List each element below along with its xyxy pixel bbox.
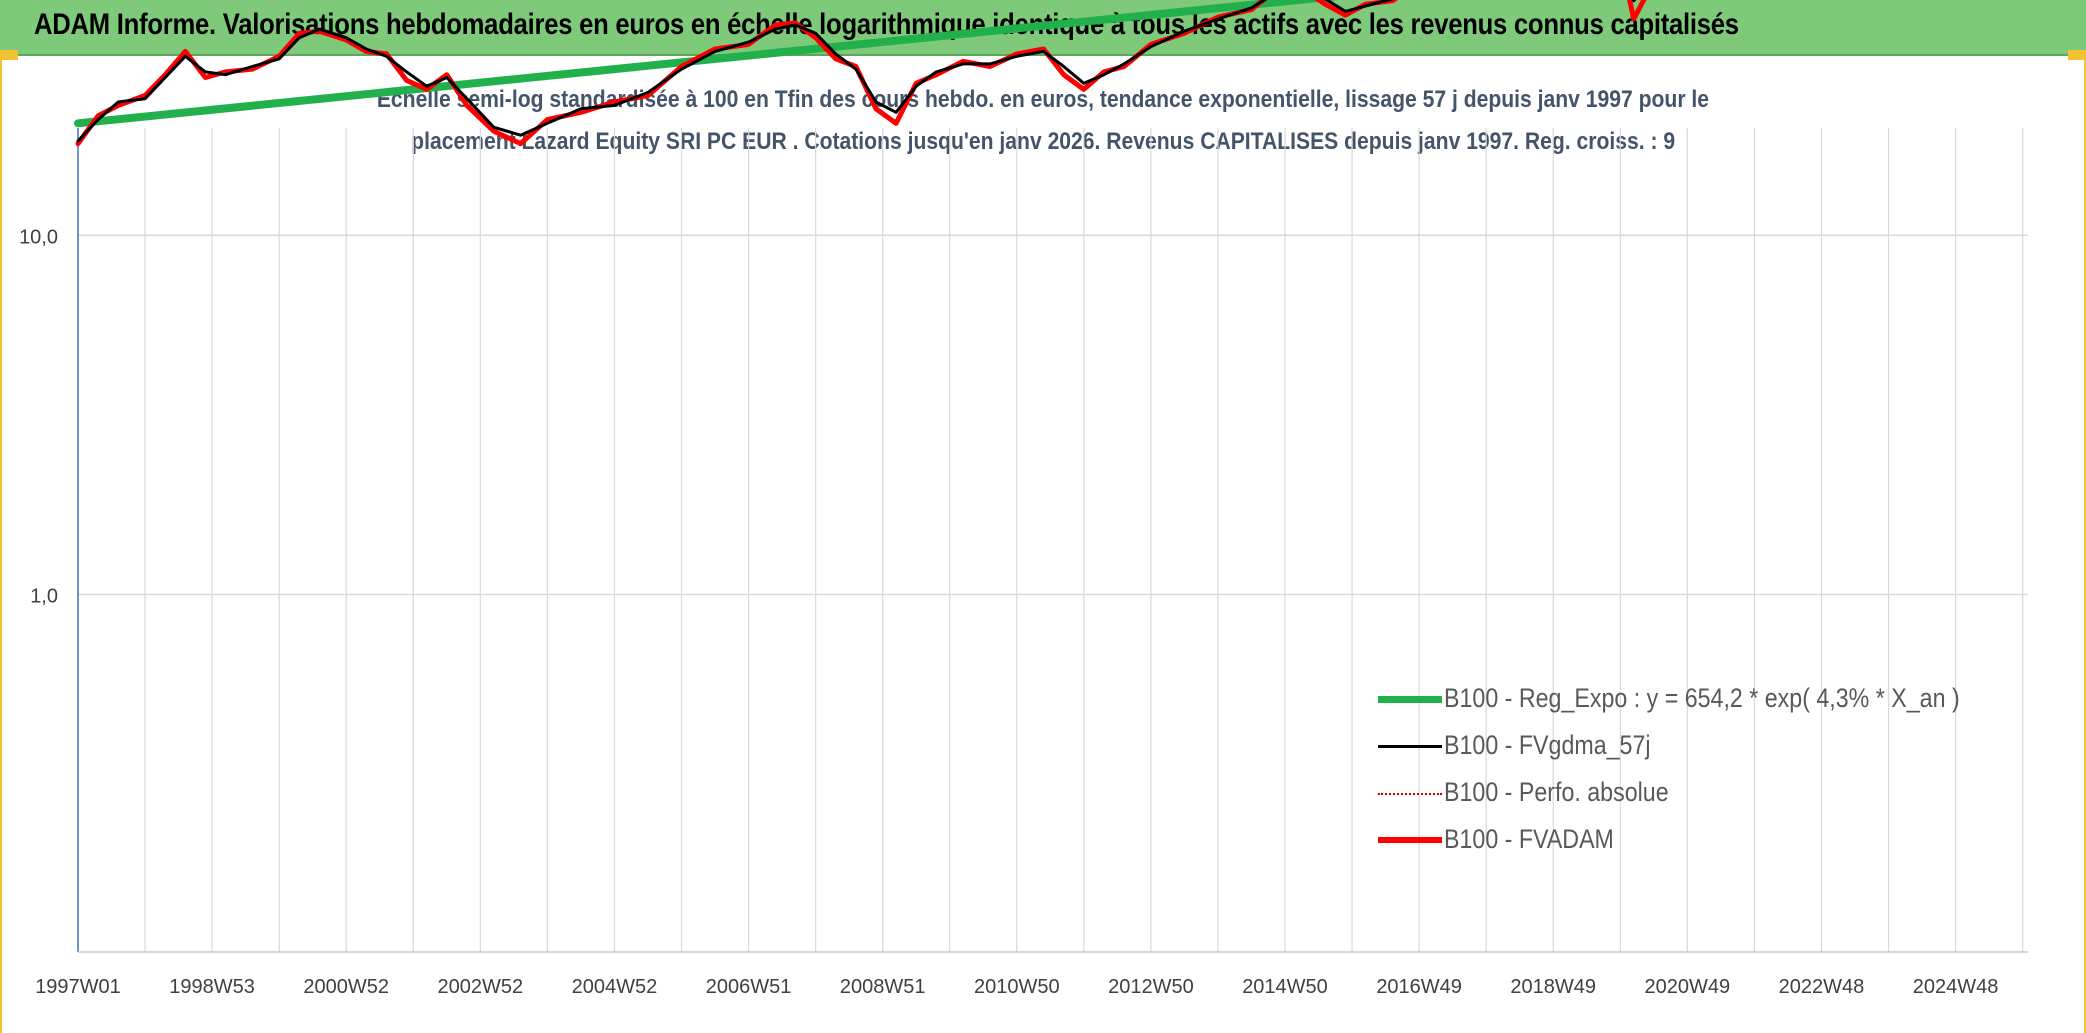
legend-label-smoothed: B100 - FVgdma_57j	[1444, 730, 1651, 760]
legend-swatch-absolute	[1378, 793, 1442, 795]
y-tick-label: 1,0	[30, 586, 58, 608]
x-tick-label: 2018W49	[1510, 976, 1596, 998]
x-tick-label: 2020W49	[1645, 976, 1731, 998]
x-tick-label: 2014W50	[1242, 976, 1328, 998]
legend-label-regression: B100 - Reg_Expo : y = 654,2 * exp( 4,3% …	[1444, 683, 1960, 713]
legend-swatch-smoothed	[1378, 745, 1442, 748]
series-fvadam-line	[75, 0, 1647, 147]
x-tick-label: 1997W01	[35, 976, 121, 998]
x-tick-label: 2012W50	[1108, 976, 1194, 998]
y-tick-label: 10,0	[19, 226, 58, 248]
x-tick-label: 2006W51	[706, 976, 792, 998]
x-tick-label: 2010W50	[974, 976, 1060, 998]
x-tick-label: 2004W52	[572, 976, 658, 998]
series-layer	[74, 0, 1647, 147]
axis-layer	[77, 128, 2028, 953]
series-smoothed-line	[76, 0, 1637, 143]
x-tick-label: 2016W49	[1376, 976, 1462, 998]
chart-title-line-2-text: placement Lazard Equity SRI PC EUR . Cot…	[411, 128, 1675, 155]
grid-layer	[78, 128, 2028, 952]
x-tick-label: 2024W48	[1913, 976, 1999, 998]
report-title: ADAM Informe. Valorisations hebdomadaire…	[34, 8, 1739, 41]
x-tick-label: 2002W52	[438, 976, 524, 998]
tick-label-layer: 1,010,0100,01997W011998W532000W522002W52…	[19, 226, 1999, 998]
legend-swatch-fvadam	[1378, 837, 1442, 843]
legend-swatch-regression	[1378, 696, 1442, 703]
legend-label-fvadam: B100 - FVADAM	[1444, 824, 1614, 854]
chart-title-line-2: placement Lazard Equity SRI PC EUR . Cot…	[0, 128, 2086, 156]
x-tick-label: 1998W53	[169, 976, 255, 998]
x-tick-label: 2000W52	[303, 976, 389, 998]
series-regression-line	[74, 0, 1339, 128]
x-tick-label: 2008W51	[840, 976, 926, 998]
legend-label-absolute: B100 - Perfo. absolue	[1444, 777, 1669, 807]
corner-marker-left	[0, 50, 18, 60]
x-tick-label: 2022W48	[1779, 976, 1865, 998]
corner-marker-right	[2068, 50, 2086, 60]
